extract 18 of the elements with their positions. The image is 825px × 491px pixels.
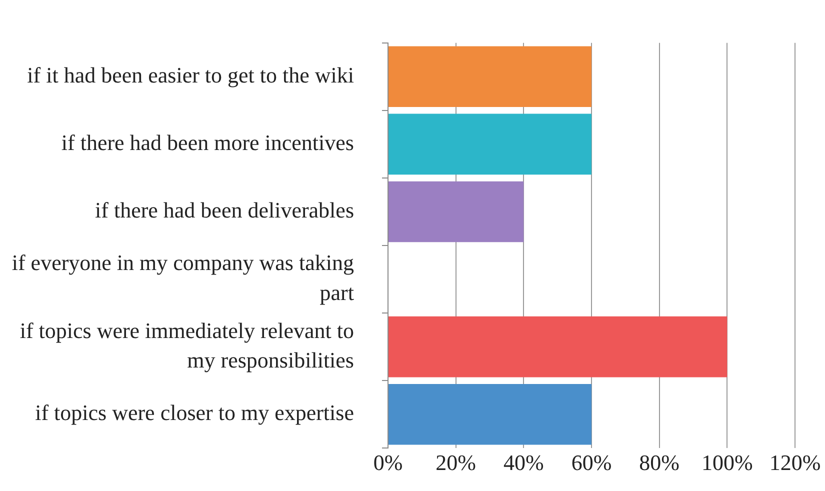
bar	[388, 181, 524, 242]
y-tick-label: if there had been deliverables	[95, 198, 354, 223]
bar	[388, 114, 592, 175]
bar	[388, 46, 592, 108]
x-tick-label: 0%	[373, 450, 403, 476]
bar	[388, 316, 728, 378]
bar	[388, 384, 592, 445]
x-tick-label: 100%	[702, 450, 753, 476]
y-tick-label: if everyone in my company was taking part	[12, 250, 354, 305]
y-tick-label: if it had been easier to get to the wiki	[27, 62, 354, 88]
y-tick-label: if there had been more incentives	[61, 130, 354, 155]
y-tick-label: if topics were closer to my expertise	[35, 400, 354, 426]
x-tick-label: 60%	[571, 450, 612, 476]
x-tick-label: 80%	[639, 450, 680, 476]
x-tick-label: 20%	[436, 450, 476, 476]
x-tick-label: 120%	[769, 450, 821, 476]
y-tick-label: if topics were immediately relevant to my responsibilities	[20, 318, 354, 372]
x-tick-label: 40%	[504, 450, 544, 476]
